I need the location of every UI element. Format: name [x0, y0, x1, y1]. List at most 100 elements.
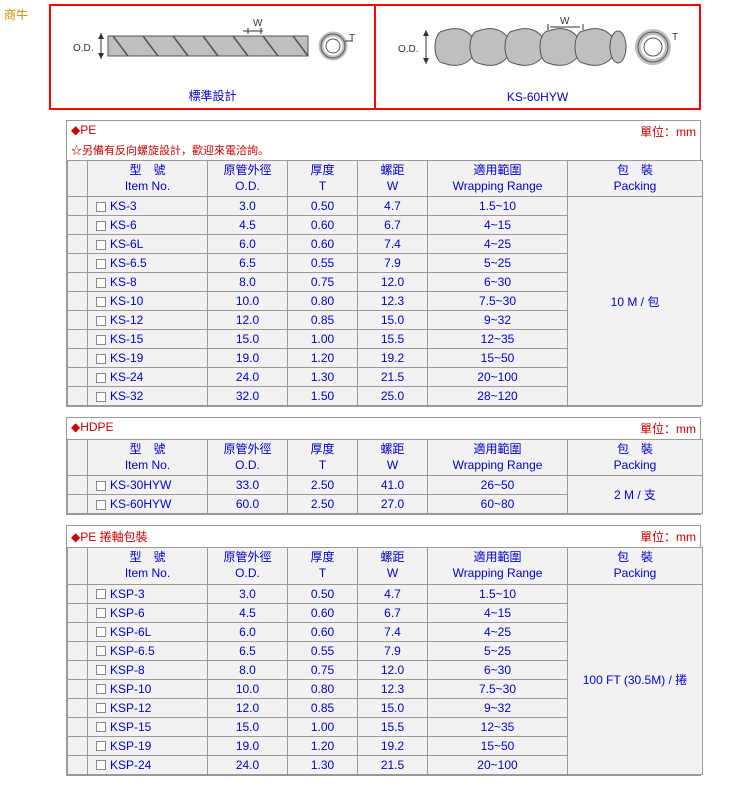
w-cell: 41.0: [358, 476, 428, 495]
row-select-cell: [68, 736, 88, 755]
item-no-label: KSP-6: [110, 606, 145, 620]
item-no-cell[interactable]: KS-6: [88, 216, 208, 235]
checkbox-icon[interactable]: [96, 500, 106, 510]
w-cell: 27.0: [358, 495, 428, 514]
w-cell: 15.5: [358, 717, 428, 736]
t-cell: 0.50: [288, 584, 358, 603]
w-cell: 12.3: [358, 679, 428, 698]
item-no-label: KSP-19: [110, 739, 151, 753]
item-no-cell[interactable]: KSP-10: [88, 679, 208, 698]
item-no-label: KS-24: [110, 370, 143, 384]
range-cell: 26~50: [428, 476, 568, 495]
w-cell: 19.2: [358, 349, 428, 368]
checkbox-icon[interactable]: [96, 316, 106, 326]
svg-text:T: T: [349, 33, 355, 44]
checkbox-icon[interactable]: [96, 354, 106, 364]
svg-text:O.D.: O.D.: [398, 44, 419, 55]
range-cell: 15~50: [428, 736, 568, 755]
w-cell: 4.7: [358, 197, 428, 216]
w-cell: 7.4: [358, 622, 428, 641]
w-cell: 12.3: [358, 292, 428, 311]
checkbox-icon[interactable]: [96, 259, 106, 269]
t-cell: 1.00: [288, 717, 358, 736]
item-no-cell[interactable]: KS-6.5: [88, 254, 208, 273]
item-no-label: KS-6.5: [110, 256, 147, 270]
table-pe: ◆PE 單位：mm ☆另備有反向螺旋設計，歡迎來電洽詢。 型 號Item No.…: [66, 120, 701, 407]
w-cell: 6.7: [358, 603, 428, 622]
t-cell: 0.85: [288, 698, 358, 717]
packing-cell: 10 M / 包: [568, 197, 703, 406]
checkbox-icon[interactable]: [96, 240, 106, 250]
t-cell: 1.50: [288, 387, 358, 406]
item-no-cell[interactable]: KS-12: [88, 311, 208, 330]
checkbox-icon[interactable]: [96, 589, 106, 599]
item-no-label: KSP-6L: [110, 625, 151, 639]
item-no-cell[interactable]: KS-6L: [88, 235, 208, 254]
item-no-cell[interactable]: KSP-6.5: [88, 641, 208, 660]
checkbox-icon[interactable]: [96, 684, 106, 694]
item-no-label: KSP-12: [110, 701, 151, 715]
checkbox-icon[interactable]: [96, 297, 106, 307]
item-no-cell[interactable]: KS-3: [88, 197, 208, 216]
item-no-cell[interactable]: KS-10: [88, 292, 208, 311]
checkbox-icon[interactable]: [96, 335, 106, 345]
table-pe-grid: 型 號Item No. 原管外徑O.D. 厚度T 螺距W 適用範圍Wrappin…: [67, 160, 703, 406]
checkbox-icon[interactable]: [96, 646, 106, 656]
row-select-cell: [68, 679, 88, 698]
item-no-label: KS-32: [110, 389, 143, 403]
checkbox-icon[interactable]: [96, 627, 106, 637]
item-no-cell[interactable]: KSP-24: [88, 755, 208, 774]
item-no-label: KS-15: [110, 332, 143, 346]
row-select-cell: [68, 476, 88, 495]
item-no-cell[interactable]: KS-30HYW: [88, 476, 208, 495]
item-no-cell[interactable]: KSP-3: [88, 584, 208, 603]
od-cell: 19.0: [208, 736, 288, 755]
od-cell: 3.0: [208, 584, 288, 603]
range-cell: 5~25: [428, 641, 568, 660]
checkbox-icon[interactable]: [96, 373, 106, 383]
range-cell: 9~32: [428, 698, 568, 717]
checkbox-icon[interactable]: [96, 665, 106, 675]
checkbox-icon[interactable]: [96, 608, 106, 618]
checkbox-icon[interactable]: [96, 202, 106, 212]
table-row: KS-33.00.504.71.5~1010 M / 包: [68, 197, 703, 216]
w-cell: 15.5: [358, 330, 428, 349]
item-no-cell[interactable]: KSP-6: [88, 603, 208, 622]
svg-text:T: T: [672, 32, 678, 43]
checkbox-icon[interactable]: [96, 392, 106, 402]
item-no-cell[interactable]: KS-8: [88, 273, 208, 292]
item-no-label: KSP-6.5: [110, 644, 155, 658]
checkbox-icon[interactable]: [96, 221, 106, 231]
checkbox-icon[interactable]: [96, 722, 106, 732]
item-no-cell[interactable]: KS-19: [88, 349, 208, 368]
item-no-label: KS-10: [110, 294, 143, 308]
range-cell: 4~25: [428, 235, 568, 254]
od-cell: 15.0: [208, 717, 288, 736]
w-cell: 6.7: [358, 216, 428, 235]
checkbox-icon[interactable]: [96, 760, 106, 770]
checkbox-icon[interactable]: [96, 703, 106, 713]
item-no-cell[interactable]: KSP-6L: [88, 622, 208, 641]
row-select-cell: [68, 330, 88, 349]
od-cell: 6.5: [208, 641, 288, 660]
checkbox-icon[interactable]: [96, 741, 106, 751]
diagram-row: O.D. W T 標準設計 O.D.: [49, 4, 701, 110]
item-no-label: KS-30HYW: [110, 478, 171, 492]
od-cell: 60.0: [208, 495, 288, 514]
item-no-cell[interactable]: KSP-8: [88, 660, 208, 679]
item-no-cell[interactable]: KS-15: [88, 330, 208, 349]
row-select-cell: [68, 311, 88, 330]
w-cell: 21.5: [358, 755, 428, 774]
item-no-cell[interactable]: KS-60HYW: [88, 495, 208, 514]
range-cell: 12~35: [428, 717, 568, 736]
item-no-cell[interactable]: KSP-15: [88, 717, 208, 736]
diagram-ks60-label: KS-60HYW: [507, 90, 568, 104]
item-no-cell[interactable]: KS-24: [88, 368, 208, 387]
item-no-cell[interactable]: KSP-19: [88, 736, 208, 755]
svg-text:W: W: [253, 18, 263, 29]
checkbox-icon[interactable]: [96, 481, 106, 491]
item-no-label: KS-3: [110, 199, 137, 213]
item-no-cell[interactable]: KS-32: [88, 387, 208, 406]
checkbox-icon[interactable]: [96, 278, 106, 288]
item-no-cell[interactable]: KSP-12: [88, 698, 208, 717]
